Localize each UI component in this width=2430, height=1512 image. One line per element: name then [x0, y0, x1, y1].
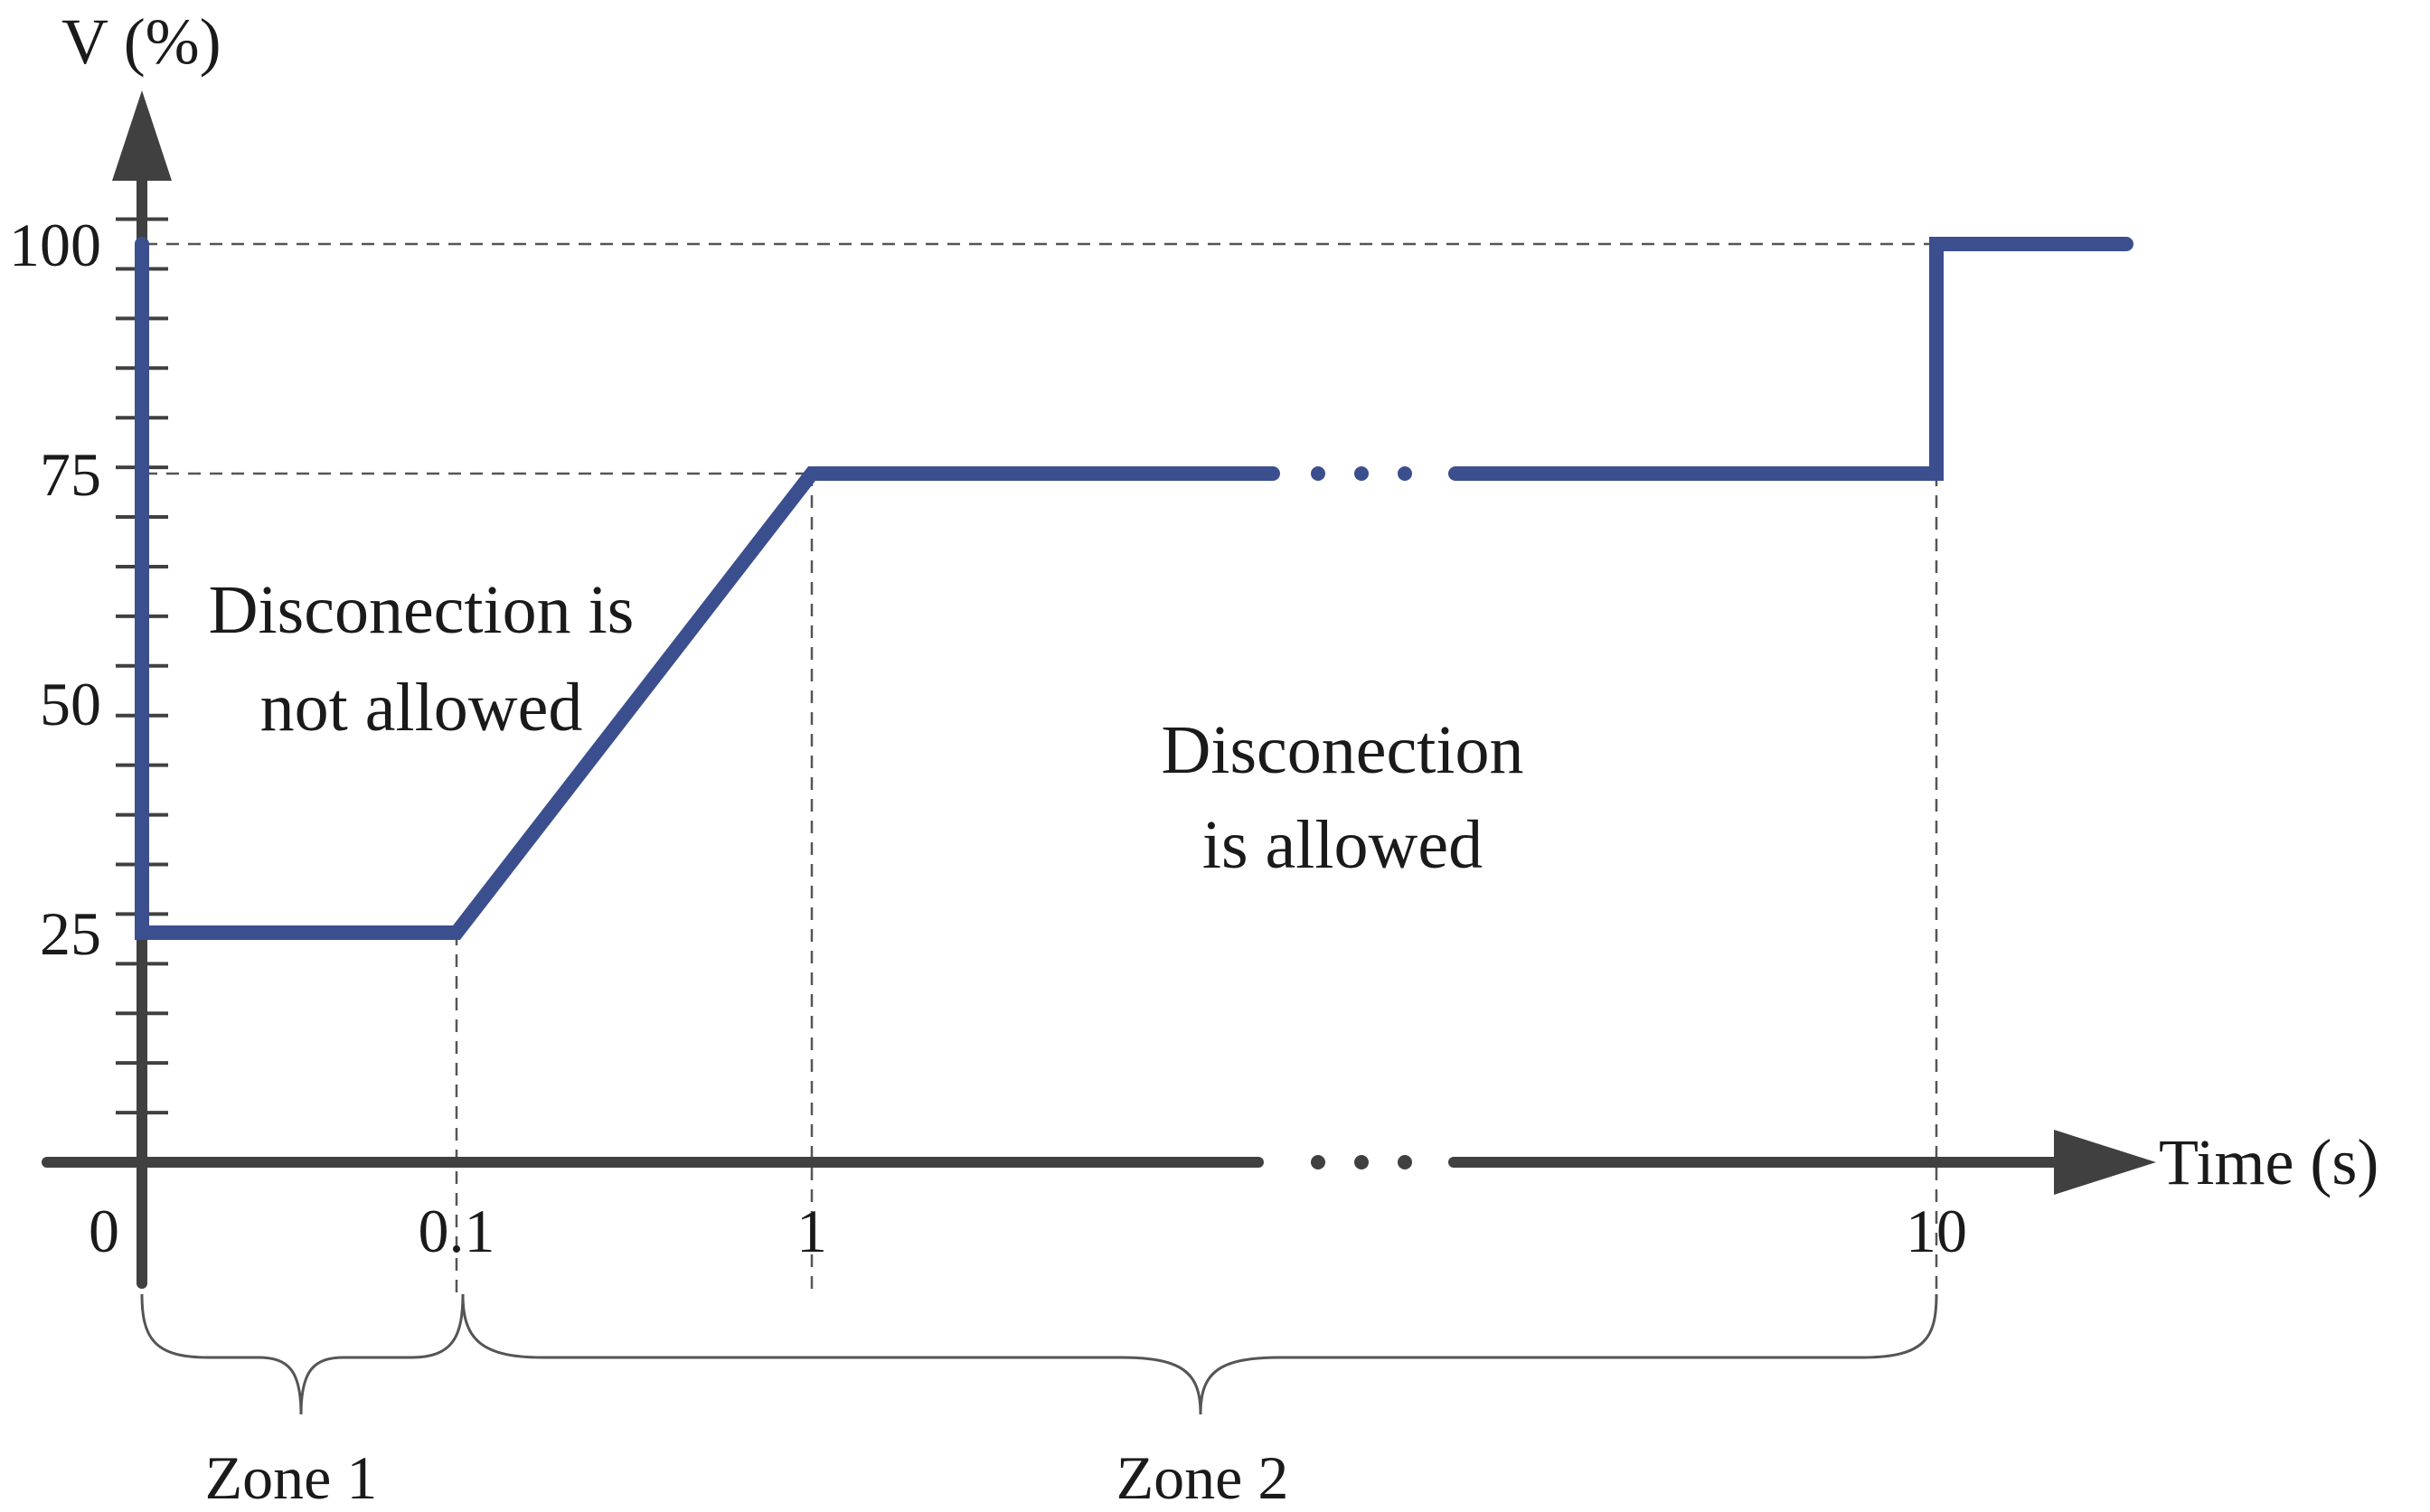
curve-break-dot [1398, 466, 1412, 481]
x-axis-break-dot [1311, 1155, 1325, 1169]
zone-2-label: Zone 2 [1116, 1443, 1289, 1512]
curve-segment-right [1448, 237, 2133, 481]
x-axis-title: Time (s) [2159, 1126, 2378, 1198]
x-tick-label: 0 [89, 1197, 119, 1265]
x-axis-arrow-icon [2054, 1130, 2156, 1195]
tick-labels: 25 50 75 100 0 0.1 1 10 [9, 211, 1967, 1265]
y-tick-label: 50 [40, 670, 101, 738]
annotation-allowed-line2: is allowed [1202, 807, 1483, 883]
x-tick-label: 0.1 [419, 1197, 495, 1265]
zone-1-label: Zone 1 [205, 1443, 378, 1512]
x-tick-label: 1 [796, 1197, 827, 1265]
x-axis-break-dot [1354, 1155, 1369, 1169]
zone-2-brace [461, 1293, 1938, 1415]
curve-break-dot [1311, 466, 1325, 481]
x-axis-break-dots [1311, 1155, 1412, 1169]
x-axis-break-dot [1398, 1155, 1412, 1169]
zone-1-brace [140, 1293, 465, 1415]
y-tick-label: 75 [40, 440, 101, 509]
zone-braces [140, 1293, 1938, 1415]
y-tick-label: 25 [40, 899, 101, 968]
y-axis-arrow-icon [112, 90, 172, 181]
x-tick-label: 10 [1906, 1197, 1967, 1265]
curve-break-dot [1354, 466, 1369, 481]
reference-lines [145, 242, 1938, 1294]
y-tick-label: 100 [9, 211, 101, 279]
annotation-not-allowed-line2: not allowed [260, 670, 583, 746]
series-curve [135, 237, 2133, 940]
y-axis-title: V (%) [61, 5, 221, 78]
curve-segment-left [135, 237, 1280, 940]
annotation-not-allowed-line1: Disconection is [209, 572, 635, 648]
annotation-allowed-line1: Disconection [1161, 712, 1523, 788]
